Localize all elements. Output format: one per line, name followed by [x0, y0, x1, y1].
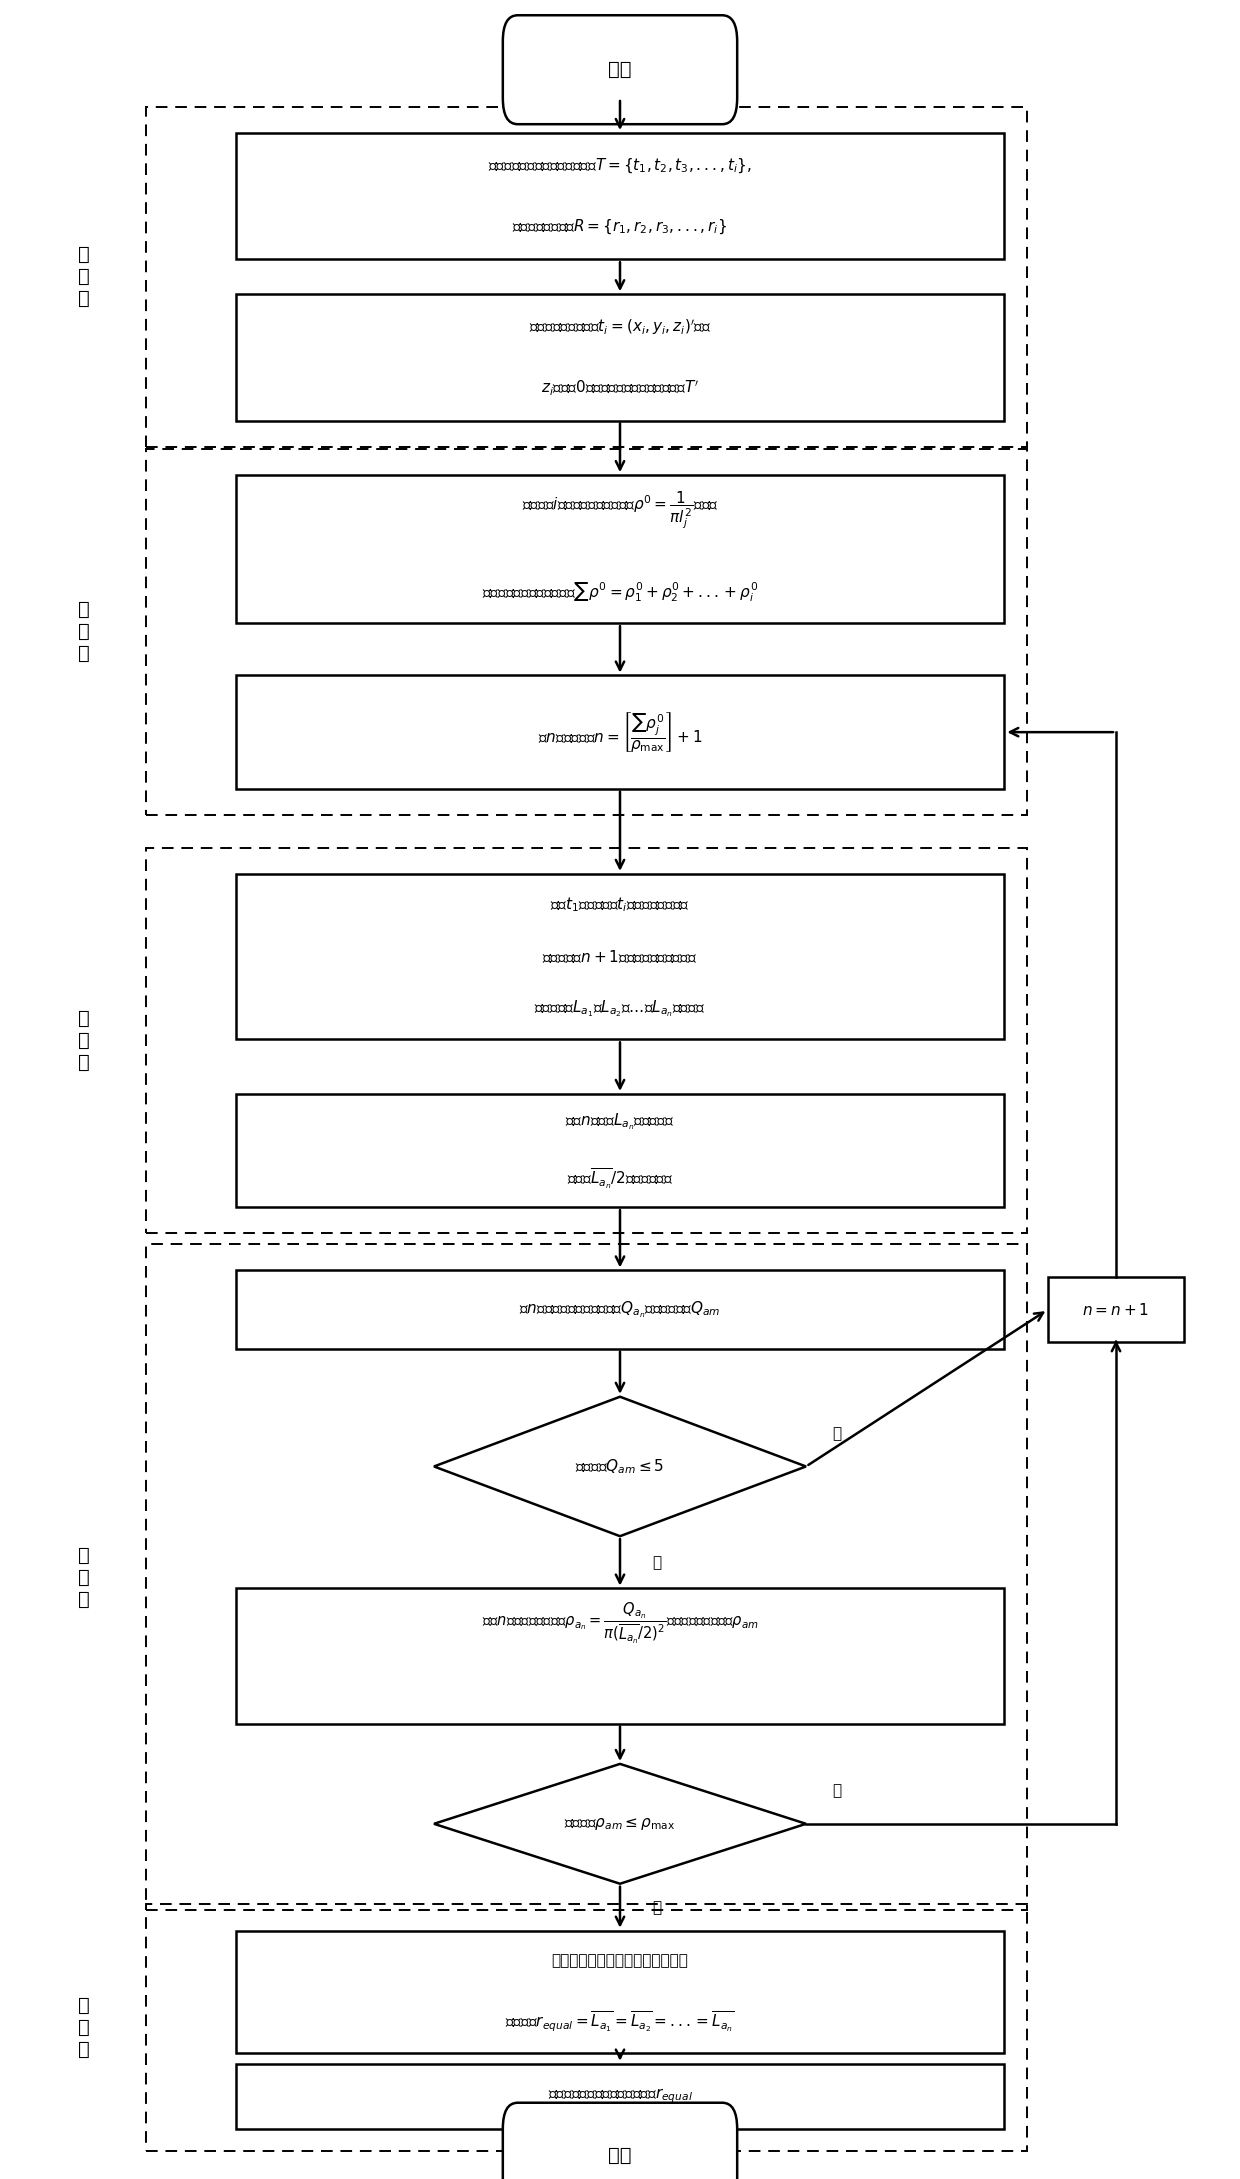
- Bar: [236, 294, 1004, 421]
- Text: 开始: 开始: [609, 61, 631, 78]
- Text: 是: 是: [652, 1900, 662, 1915]
- Text: 各成形控制点的坐标$t_i = (x_i, y_i, z_i)^{\prime}$中的: 各成形控制点的坐标$t_i = (x_i, y_i, z_i)^{\prime}…: [529, 318, 711, 336]
- Text: 令$n$的初始值为$n = \left[\dfrac{\sum \rho_j^0}{\rho_{\max}}\right]+1$: 令$n$的初始值为$n = \left[\dfrac{\sum \rho_j^0…: [538, 710, 702, 754]
- Bar: [1048, 1277, 1184, 1342]
- FancyBboxPatch shape: [503, 15, 737, 124]
- FancyBboxPatch shape: [503, 2103, 737, 2179]
- Bar: [236, 133, 1004, 259]
- Text: 判断是否$Q_{am} \leq 5$: 判断是否$Q_{am} \leq 5$: [575, 1458, 665, 1475]
- Text: 输出合理密度等半径圆域半径值$r_{equal}$: 输出合理密度等半径圆域半径值$r_{equal}$: [548, 2087, 692, 2105]
- Bar: [236, 874, 1004, 1039]
- Text: 之间的线段$L_{a_1}$、$L_{a_2}$、…、$L_{a_n}$长度相等: 之间的线段$L_{a_1}$、$L_{a_2}$、…、$L_{a_n}$长度相等: [534, 998, 706, 1020]
- Text: 径值，令$r_{equal} = \overline{L_{a_1}} = \overline{L_{a_2}} = ... = \overline{L_{a_: 径值，令$r_{equal} = \overline{L_{a_1}} = \o…: [506, 2009, 734, 2035]
- Bar: [236, 675, 1004, 789]
- Text: 结束: 结束: [609, 2146, 631, 2164]
- Text: 在以$t_1$为起点、以$t_i$为终点的正畸弓丝: 在以$t_1$为起点、以$t_i$为终点的正畸弓丝: [551, 896, 689, 913]
- Bar: [146, 1904, 1027, 2151]
- Text: 否: 否: [832, 1785, 842, 1798]
- Text: 曲线段上取$n+1$个点，使得相邻两个点: 曲线段上取$n+1$个点，使得相邻两个点: [542, 948, 698, 965]
- Bar: [146, 1244, 1027, 1909]
- Bar: [146, 107, 1027, 447]
- Bar: [236, 1931, 1004, 2053]
- Text: 是: 是: [652, 1556, 662, 1569]
- Text: 计算$n$个圆域弯制点密度$\rho_{a_n} = \dfrac{Q_{a_n}}{\pi(\overline{L_{a_n}}/2)^2}$并取出其最大值记: 计算$n$个圆域弯制点密度$\rho_{a_n} = \dfrac{Q_{a_n…: [481, 1599, 759, 1647]
- Text: 判断是否$\rho_{am} \leq \rho_{\max}$: 判断是否$\rho_{am} \leq \rho_{\max}$: [564, 1815, 676, 1833]
- Text: $z_i$赋值为0，获得正畸弓丝转换平面曲线$T^{\prime}$: $z_i$赋值为0，获得正畸弓丝转换平面曲线$T^{\prime}$: [541, 379, 699, 397]
- Bar: [236, 475, 1004, 623]
- Text: 心，以$\overline{L_{a_n}}/2$为半径的圆域: 心，以$\overline{L_{a_n}}/2$为半径的圆域: [567, 1166, 673, 1192]
- Text: 位圆域弯制点密度累加求和$\sum \rho^0 = \rho_1^0 + \rho_2^0+...+\rho_i^0$: 位圆域弯制点密度累加求和$\sum \rho^0 = \rho_1^0 + \r…: [482, 582, 758, 604]
- Text: $n = n+1$: $n = n+1$: [1083, 1301, 1149, 1318]
- Text: 步
骤
三: 步 骤 三: [78, 1009, 91, 1072]
- Text: 输入正畸弓丝曲线弯制点信息集$T = \{t_1, t_2, t_3,...,t_i\}$,: 输入正畸弓丝曲线弯制点信息集$T = \{t_1, t_2, t_3,...,t…: [489, 157, 751, 174]
- Text: 步
骤
一: 步 骤 一: [78, 246, 91, 307]
- Bar: [146, 848, 1027, 1233]
- Text: 得到每个合理密度等半径圆域的半: 得到每个合理密度等半径圆域的半: [552, 1955, 688, 1968]
- Bar: [236, 1588, 1004, 1724]
- Text: 生成$n$个以弦$L_{a_n}$的中点为圆: 生成$n$个以弦$L_{a_n}$的中点为圆: [565, 1111, 675, 1133]
- Bar: [236, 2064, 1004, 2129]
- Bar: [146, 449, 1027, 815]
- Bar: [236, 1270, 1004, 1349]
- Text: 步
骤
五: 步 骤 五: [78, 1996, 91, 2059]
- Polygon shape: [434, 1397, 806, 1536]
- Text: 将$n$个圆域中圆域弯制点个数$Q_{a_n}$的最大值记为$Q_{am}$: 将$n$个圆域中圆域弯制点个数$Q_{a_n}$的最大值记为$Q_{am}$: [520, 1299, 720, 1320]
- Text: 否: 否: [832, 1427, 842, 1440]
- Polygon shape: [434, 1765, 806, 1883]
- Text: 步
骤
四: 步 骤 四: [78, 1545, 91, 1608]
- Text: 预先计算$i$个单位圆域弯制点密度$\rho^0 = \dfrac{1}{\pi l_j^2}$，对单: 预先计算$i$个单位圆域弯制点密度$\rho^0 = \dfrac{1}{\pi…: [522, 488, 718, 532]
- Bar: [236, 1094, 1004, 1207]
- Text: 机器人运动信息集$R = \{r_1, r_2, r_3,...,r_i\}$: 机器人运动信息集$R = \{r_1, r_2, r_3,...,r_i\}$: [512, 218, 728, 235]
- Text: 步
骤
二: 步 骤 二: [78, 601, 91, 662]
